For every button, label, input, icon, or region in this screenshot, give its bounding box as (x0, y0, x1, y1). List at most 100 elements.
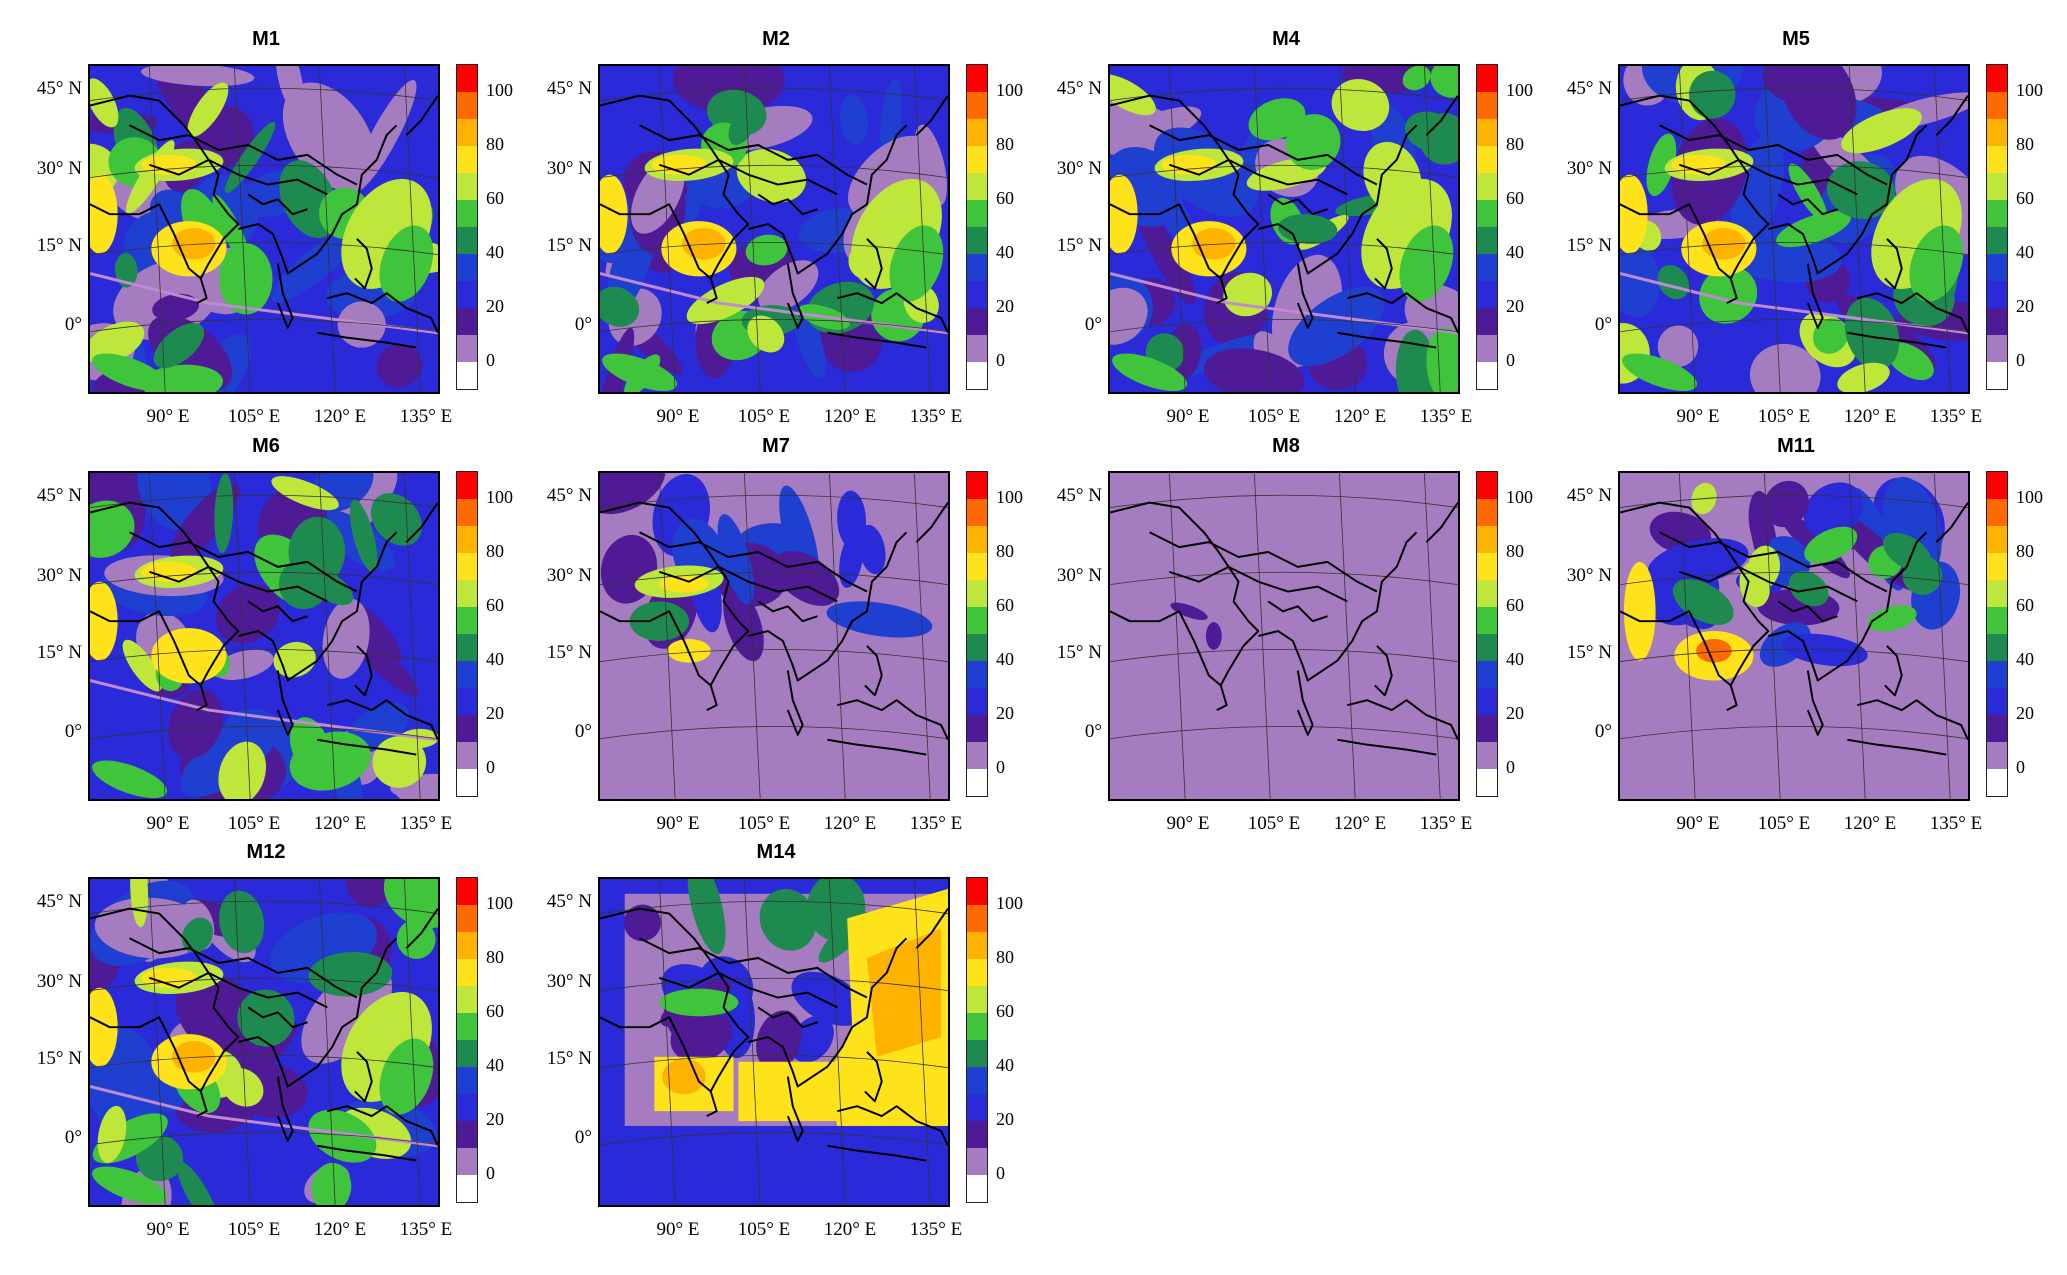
colorbar-tick-label: 60 (486, 595, 504, 615)
map-frame (598, 64, 950, 394)
colorbar-segment (1987, 281, 2007, 308)
map-frame (598, 471, 950, 801)
longitude-label: 90° E (1676, 813, 1720, 834)
colorbar-segment (967, 742, 987, 769)
colorbar-tick-label: 80 (486, 134, 504, 154)
colorbar-segment (1477, 769, 1497, 796)
colorbar-tick-label: 100 (486, 893, 513, 913)
colorbar-tick-label: 20 (486, 296, 504, 316)
colorbar-segment (457, 580, 477, 607)
colorbar-tick-label: 80 (996, 541, 1014, 561)
map-frame (598, 877, 950, 1207)
colorbar-segment (1477, 65, 1497, 92)
colorbar-tick-label: 60 (996, 1001, 1014, 1021)
colorbar-tick-label: 0 (486, 757, 495, 777)
latitude-label: 15° N (546, 642, 592, 663)
latitude-label: 15° N (1566, 642, 1612, 663)
colorbar-segment (1477, 119, 1497, 146)
colorbar-segment (457, 308, 477, 335)
longitude-label: 105° E (737, 406, 791, 427)
colorbar-segment (1477, 200, 1497, 227)
latitude-label: 45° N (546, 485, 592, 506)
longitude-label: 135° E (909, 813, 963, 834)
colorbar-segment (967, 119, 987, 146)
longitude-label: 90° E (146, 813, 190, 834)
latitude-label: 15° N (36, 1048, 82, 1069)
colorbar-tick-label: 20 (996, 1109, 1014, 1129)
colorbar-segment (1477, 173, 1497, 200)
latitude-label: 15° N (1566, 235, 1612, 256)
latitude-label: 0° (574, 1127, 592, 1148)
colorbar-tick-label: 80 (486, 541, 504, 561)
latitude-label: 30° N (36, 565, 82, 586)
colorbar-segment (1987, 308, 2007, 335)
colorbar-tick-label: 100 (996, 893, 1023, 913)
colorbar-segment (457, 173, 477, 200)
colorbar-tick-label: 80 (996, 134, 1014, 154)
latitude-label: 30° N (546, 158, 592, 179)
colorbar-segment (457, 661, 477, 688)
latitude-label: 45° N (36, 891, 82, 912)
panel-title: M2 (762, 28, 790, 50)
longitude-label: 105° E (227, 406, 281, 427)
colorbar-segment (1987, 146, 2007, 173)
colorbar-segment (1987, 769, 2007, 796)
colorbar-segment (457, 905, 477, 932)
colorbar-tick-label: 60 (1506, 595, 1524, 615)
latitude-label: 0° (64, 314, 82, 335)
colorbar-segment (967, 281, 987, 308)
colorbar-tick-label: 40 (996, 242, 1014, 262)
colorbar-tick-label: 0 (486, 1163, 495, 1183)
colorbar-segment (457, 65, 477, 92)
colorbar-tick-label: 100 (996, 80, 1023, 100)
colorbar-segment (967, 580, 987, 607)
colorbar-tick-label: 0 (996, 757, 1005, 777)
panel-title: M1 (252, 28, 280, 50)
colorbar-tick-label: 20 (486, 1109, 504, 1129)
colorbar-segment (967, 932, 987, 959)
longitude-label: 120° E (823, 813, 877, 834)
colorbar-segment (1987, 362, 2007, 389)
colorbar-segment (457, 200, 477, 227)
longitude-label: 135° E (399, 813, 453, 834)
colorbar-segment (967, 959, 987, 986)
colorbar-tick-label: 0 (486, 350, 495, 370)
longitude-label: 90° E (656, 406, 700, 427)
colorbar-tick-label: 60 (1506, 188, 1524, 208)
colorbar-segment (967, 472, 987, 499)
longitude-label: 120° E (1333, 813, 1387, 834)
map-frame (88, 64, 440, 394)
colorbar-segment (457, 526, 477, 553)
colorbar-segment (1987, 227, 2007, 254)
map-panel: M6 45° N 30° N 15° N 0° 90° E 105° E 120° E 135°… (0, 435, 513, 837)
colorbar-tick-label: 40 (1506, 242, 1524, 262)
panel-title: M5 (1782, 28, 1810, 50)
colorbar-segment (1987, 472, 2007, 499)
longitude-label: 90° E (146, 406, 190, 427)
longitude-label: 135° E (909, 406, 963, 427)
colorbar-segment (457, 254, 477, 281)
colorbar-segment (457, 553, 477, 580)
longitude-label: 135° E (1929, 406, 1983, 427)
latitude-label: 15° N (1056, 235, 1102, 256)
colorbar-tick-label: 40 (996, 649, 1014, 669)
colorbar-tick-label: 40 (486, 1055, 504, 1075)
colorbar-segment (1477, 362, 1497, 389)
longitude-label: 105° E (1247, 813, 1301, 834)
colorbar-tick-label: 100 (1506, 80, 1533, 100)
colorbar-segment (967, 200, 987, 227)
colorbar-segment (1987, 715, 2007, 742)
latitude-label: 0° (1084, 314, 1102, 335)
colorbar (456, 64, 478, 390)
colorbar-tick-label: 40 (1506, 649, 1524, 669)
colorbar-tick-label: 60 (2016, 188, 2034, 208)
latitude-label: 45° N (546, 891, 592, 912)
colorbar-tick-label: 20 (2016, 703, 2034, 723)
map-frame (1108, 64, 1460, 394)
latitude-label: 0° (64, 1127, 82, 1148)
longitude-label: 120° E (1333, 406, 1387, 427)
colorbar-segment (967, 1121, 987, 1148)
longitude-label: 120° E (1843, 813, 1897, 834)
latitude-label: 0° (1594, 314, 1612, 335)
colorbar-segment (1477, 308, 1497, 335)
